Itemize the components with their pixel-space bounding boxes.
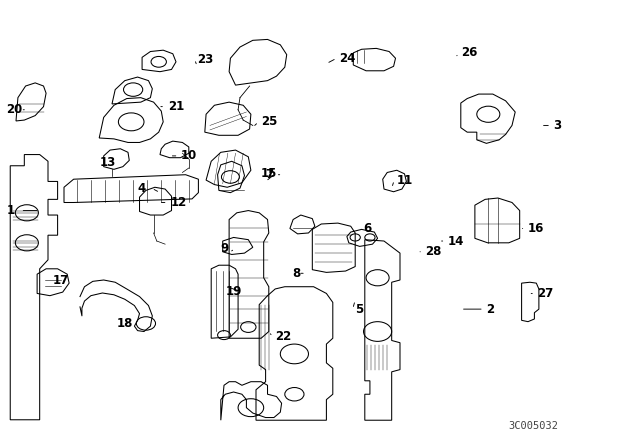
Text: 3C005032: 3C005032 bbox=[509, 421, 559, 431]
Text: 27: 27 bbox=[538, 287, 554, 300]
Text: 8: 8 bbox=[292, 267, 300, 280]
Text: 25: 25 bbox=[261, 115, 278, 129]
Text: 14: 14 bbox=[448, 234, 465, 248]
Text: 21: 21 bbox=[168, 100, 184, 113]
Text: 24: 24 bbox=[339, 52, 356, 65]
Text: 7: 7 bbox=[266, 168, 274, 181]
Text: 26: 26 bbox=[461, 46, 477, 60]
Text: 13: 13 bbox=[99, 155, 115, 169]
Text: 3: 3 bbox=[554, 119, 562, 132]
Text: 10: 10 bbox=[181, 149, 197, 163]
Text: 16: 16 bbox=[528, 222, 545, 235]
Text: 23: 23 bbox=[197, 52, 213, 66]
Text: 18: 18 bbox=[116, 317, 133, 330]
Text: 12: 12 bbox=[170, 196, 186, 209]
Text: 22: 22 bbox=[275, 330, 291, 344]
Text: 1: 1 bbox=[6, 204, 15, 217]
Text: 6: 6 bbox=[364, 222, 372, 235]
Text: 2: 2 bbox=[486, 302, 495, 316]
Text: 11: 11 bbox=[397, 173, 413, 187]
Text: 15: 15 bbox=[261, 167, 278, 181]
Text: 28: 28 bbox=[426, 245, 442, 258]
Text: 5: 5 bbox=[355, 302, 364, 316]
Text: 20: 20 bbox=[6, 103, 22, 116]
Text: 4: 4 bbox=[138, 181, 146, 195]
Text: 17: 17 bbox=[52, 274, 68, 288]
Text: 19: 19 bbox=[225, 284, 242, 298]
Text: 9: 9 bbox=[221, 242, 229, 255]
